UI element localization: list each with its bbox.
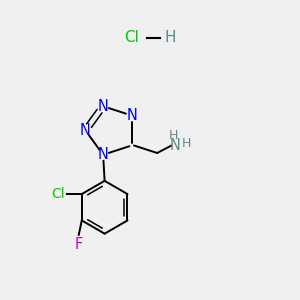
Text: N: N: [126, 108, 137, 123]
Text: H: H: [169, 129, 178, 142]
Text: N: N: [170, 138, 181, 153]
Text: N: N: [80, 123, 91, 138]
Text: H: H: [165, 30, 176, 45]
Text: F: F: [75, 237, 83, 252]
Text: Cl: Cl: [124, 30, 140, 45]
Text: N: N: [98, 147, 109, 162]
Text: H: H: [182, 137, 191, 151]
Text: N: N: [98, 99, 109, 114]
Text: Cl: Cl: [51, 187, 64, 201]
